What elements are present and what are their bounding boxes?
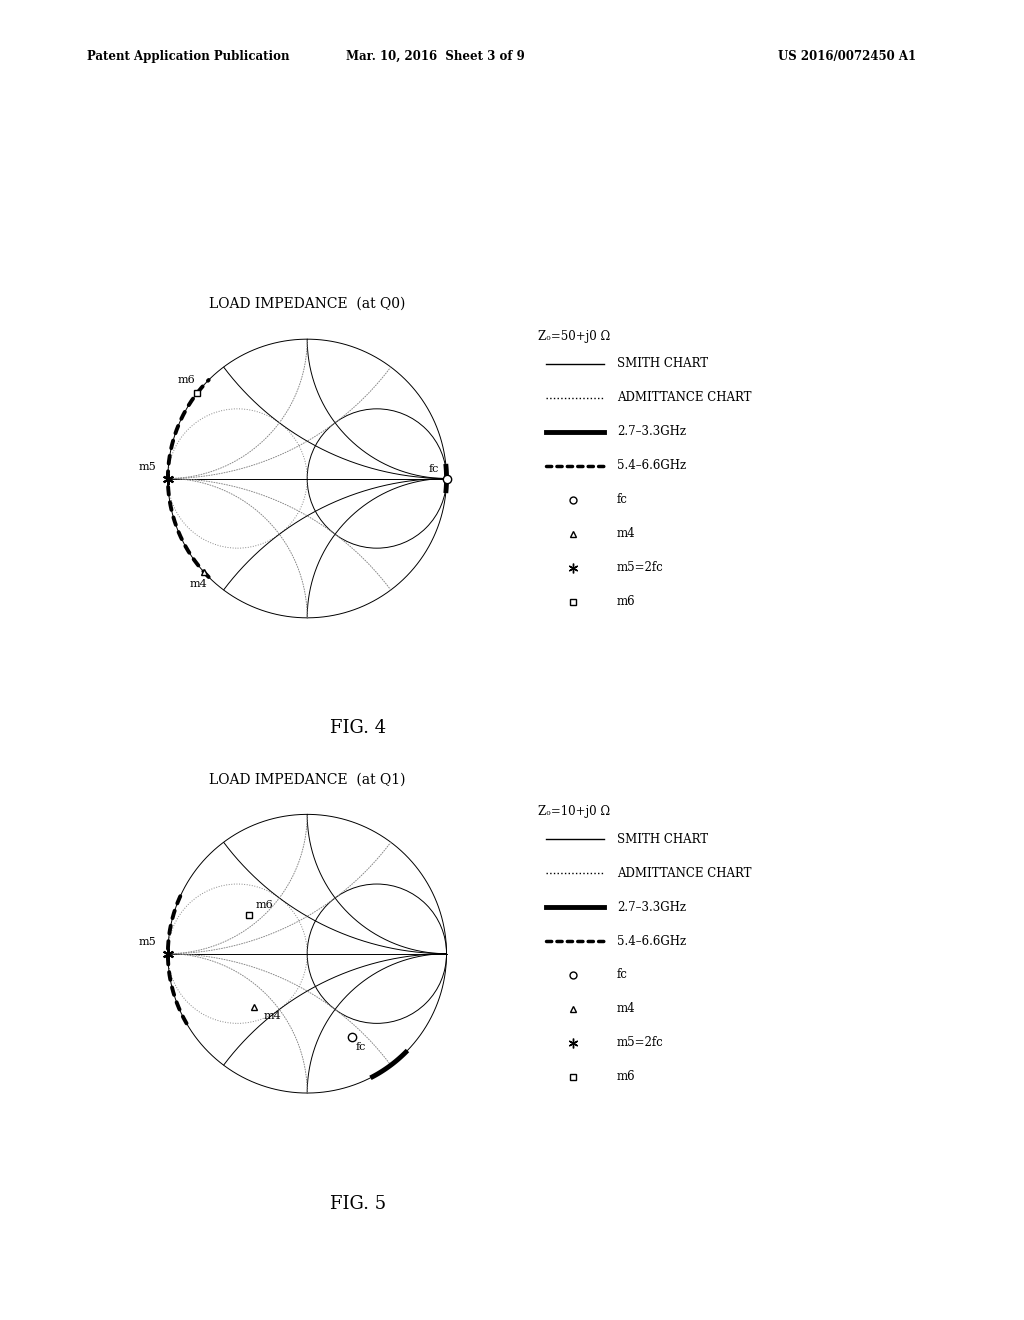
Text: m4: m4	[189, 579, 207, 589]
Text: Patent Application Publication: Patent Application Publication	[87, 50, 290, 63]
Text: Zₒ=10+j0 Ω: Zₒ=10+j0 Ω	[538, 805, 609, 818]
Text: SMITH CHART: SMITH CHART	[616, 833, 708, 846]
Text: m5=2fc: m5=2fc	[616, 1036, 664, 1049]
Text: Mar. 10, 2016  Sheet 3 of 9: Mar. 10, 2016 Sheet 3 of 9	[346, 50, 524, 63]
Text: LOAD IMPEDANCE  (at Q0): LOAD IMPEDANCE (at Q0)	[209, 297, 406, 312]
Text: 5.4–6.6GHz: 5.4–6.6GHz	[616, 459, 686, 473]
Text: m5: m5	[139, 937, 157, 948]
Text: FIG. 4: FIG. 4	[331, 719, 386, 738]
Text: 5.4–6.6GHz: 5.4–6.6GHz	[616, 935, 686, 948]
Text: 2.7–3.3GHz: 2.7–3.3GHz	[616, 425, 686, 438]
Text: m6: m6	[616, 1071, 636, 1084]
Text: 2.7–3.3GHz: 2.7–3.3GHz	[616, 900, 686, 913]
Text: Zₒ=50+j0 Ω: Zₒ=50+j0 Ω	[538, 330, 610, 343]
Text: m5: m5	[139, 462, 157, 473]
Text: LOAD IMPEDANCE  (at Q1): LOAD IMPEDANCE (at Q1)	[209, 772, 406, 787]
Text: fc: fc	[616, 969, 628, 982]
Text: fc: fc	[428, 463, 439, 474]
Text: m4: m4	[616, 527, 636, 540]
Text: m4: m4	[616, 1002, 636, 1015]
Text: fc: fc	[616, 494, 628, 507]
Text: FIG. 5: FIG. 5	[331, 1195, 386, 1213]
Text: US 2016/0072450 A1: US 2016/0072450 A1	[778, 50, 916, 63]
Text: m4: m4	[264, 1011, 282, 1022]
Text: SMITH CHART: SMITH CHART	[616, 358, 708, 371]
Text: m6: m6	[256, 900, 273, 909]
Text: m6: m6	[177, 375, 196, 385]
Text: fc: fc	[356, 1041, 367, 1052]
Text: m6: m6	[616, 595, 636, 609]
Text: m5=2fc: m5=2fc	[616, 561, 664, 574]
Text: ADMITTANCE CHART: ADMITTANCE CHART	[616, 392, 752, 404]
Text: ADMITTANCE CHART: ADMITTANCE CHART	[616, 867, 752, 879]
